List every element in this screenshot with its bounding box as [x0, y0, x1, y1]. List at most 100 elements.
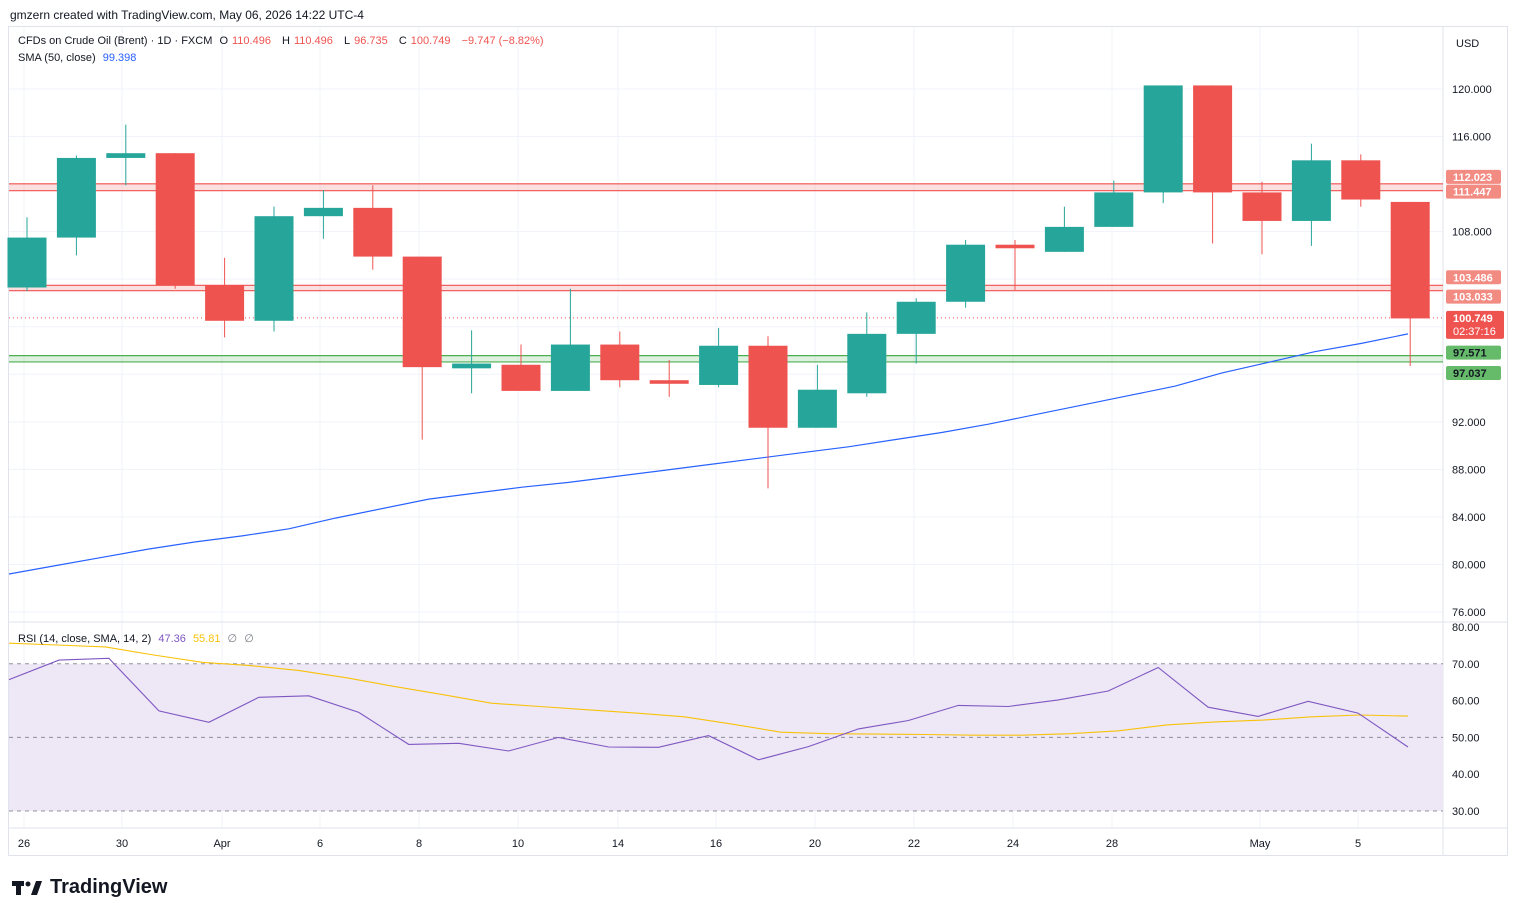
y-tick-label: 88.000 [1452, 464, 1486, 476]
x-tick-label: 10 [512, 838, 524, 850]
y-tick-label: 116.000 [1452, 132, 1491, 144]
last-price-tag-bg [1446, 310, 1504, 339]
candle-body [1193, 85, 1233, 193]
candle-body [1291, 160, 1331, 221]
candle [1094, 180, 1134, 227]
level-tag-112023-bg [1446, 169, 1501, 184]
candle-body [847, 333, 887, 394]
sma-line [8, 333, 1409, 575]
candle [1390, 201, 1430, 366]
attribution-text: gmzern created with TradingView.com, May… [10, 8, 364, 22]
candle [155, 153, 195, 289]
candle-body [649, 380, 689, 384]
tradingview-logo[interactable]: TradingView [12, 876, 167, 899]
candle [1341, 154, 1381, 207]
candle [106, 124, 146, 186]
candle-body [254, 216, 294, 321]
rsi-line [8, 657, 1409, 761]
x-tick-label: 14 [612, 838, 624, 850]
symbol-label[interactable]: CFDs on Crude Oil (Brent) · 1D · FXCM [18, 35, 213, 47]
candle [205, 257, 245, 338]
candle [452, 330, 492, 394]
level-tag-111447: 111.447 [1446, 184, 1501, 199]
level-tag-111447-bg [1446, 184, 1501, 199]
candle-body [1044, 226, 1084, 252]
candle-body [106, 153, 146, 158]
x-tick-label: May [1250, 838, 1271, 850]
candle [600, 331, 640, 388]
candle-body [995, 244, 1035, 249]
level-tag-111447-text: 111.447 [1453, 187, 1492, 199]
candle [303, 190, 343, 239]
candle-body [600, 344, 640, 381]
x-tick-label: 26 [18, 838, 30, 850]
y-tick-label: 120.000 [1452, 84, 1492, 96]
candle-body [748, 345, 788, 428]
level-tag-103486-text: 103.486 [1453, 272, 1493, 284]
candle [1193, 85, 1233, 244]
ohlc-high: H 110.496 [282, 35, 333, 47]
level-tag-103033: 103.033 [1446, 289, 1501, 304]
rsi-extra-2: ∅ [244, 633, 254, 645]
candle [649, 360, 689, 397]
candle [1242, 181, 1282, 255]
candle-body [797, 389, 837, 428]
x-tick-label: 6 [317, 838, 323, 850]
ohlc-change: −9.747 (−8.82%) [461, 35, 544, 47]
resistance-zone-upper-fill [9, 183, 1443, 191]
x-tick-label: 16 [710, 838, 722, 850]
level-tag-97037: 97.037 [1446, 365, 1501, 380]
x-tick-label: Apr [213, 838, 230, 850]
candle-body [1242, 192, 1282, 221]
rsi-y-tick-label: 60.00 [1452, 696, 1480, 708]
candle-body [7, 237, 47, 288]
candle [254, 206, 294, 332]
rsi-y-tick-label: 80.00 [1452, 622, 1480, 634]
level-tag-112023-text: 112.023 [1453, 172, 1492, 184]
y-tick-label: 76.000 [1452, 607, 1486, 619]
level-tag-112023: 112.023 [1446, 169, 1501, 184]
chart-frame [8, 26, 1508, 856]
rsi-ma-value: 55.81 [192, 633, 221, 645]
rsi-y-tick-label: 30.00 [1452, 806, 1480, 818]
candle-body [896, 301, 936, 334]
candle [1143, 85, 1183, 204]
currency-label[interactable]: USD [1456, 38, 1480, 50]
candle-body [1143, 85, 1183, 193]
candles [7, 85, 1430, 489]
candle-body [205, 285, 245, 321]
candle [1291, 143, 1331, 246]
rsi-label[interactable]: RSI (14, close, SMA, 14, 2) [18, 633, 152, 645]
candle [56, 155, 96, 256]
candle [1044, 206, 1084, 252]
candle [402, 256, 442, 440]
level-tag-97037-text: 97.037 [1453, 368, 1487, 380]
y-tick-label: 84.000 [1452, 512, 1486, 524]
candle-body [1094, 192, 1134, 227]
sma-legend: SMA (50, close) 99.398 [18, 52, 140, 64]
y-tick-label: 92.000 [1452, 417, 1486, 429]
ohlc-close: C 100.749 [398, 35, 451, 47]
candle [353, 185, 393, 270]
candle [946, 239, 986, 308]
rsi-legend: RSI (14, close, SMA, 14, 2) 47.36 55.81 … [18, 632, 258, 645]
rsi-extra-1: ∅ [227, 633, 238, 645]
resistance-zone-lower-fill [9, 285, 1443, 291]
rsi-y-tick-label: 50.00 [1452, 732, 1480, 744]
ohlc-low: L 96.735 [343, 35, 388, 47]
candle-body [155, 153, 195, 286]
candle-body [550, 344, 590, 391]
candle-body [303, 207, 343, 217]
tradingview-logo-icon [12, 880, 42, 895]
candle [699, 327, 739, 388]
level-tag-97571-bg [1446, 345, 1501, 360]
sma-label[interactable]: SMA (50, close) [18, 52, 96, 64]
tradingview-brand: TradingView [50, 876, 168, 898]
x-tick-label: 5 [1355, 838, 1361, 850]
candle [550, 288, 590, 391]
rsi-value: 47.36 [158, 633, 186, 645]
y-tick-label: 108.000 [1452, 227, 1492, 239]
